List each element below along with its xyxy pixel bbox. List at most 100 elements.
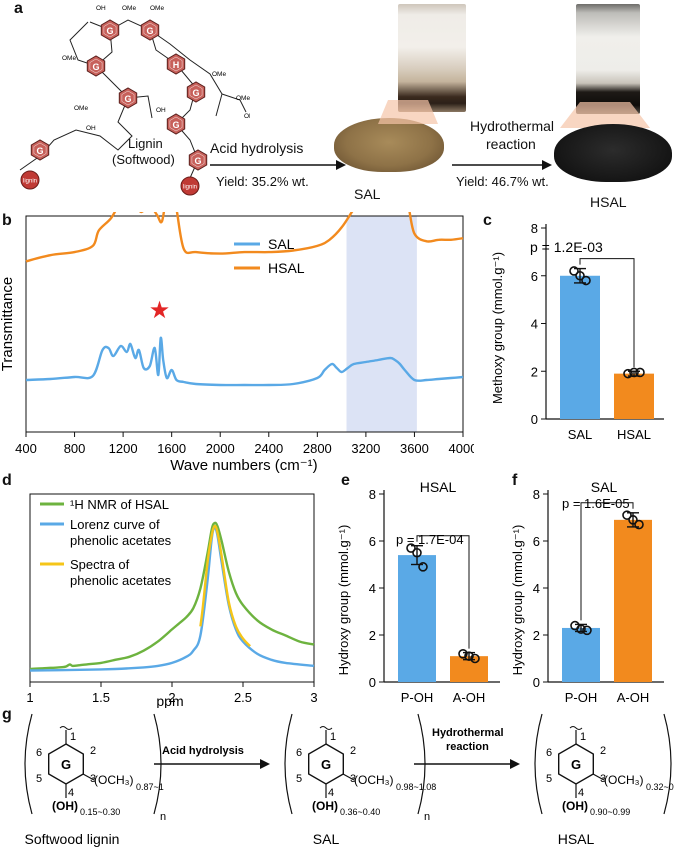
legend-nmr-label: ¹H NMR of HSAL bbox=[70, 497, 169, 512]
x-tick-label: 2400 bbox=[254, 441, 283, 456]
data-point bbox=[634, 519, 644, 530]
bar-sal bbox=[560, 275, 600, 419]
y-tick-label: 0 bbox=[533, 675, 540, 690]
category-label-a-oh: A-OH bbox=[617, 690, 650, 705]
och3-subscript: 0.32~0.35 bbox=[646, 782, 674, 792]
wavy-bond bbox=[319, 726, 333, 730]
lignin-ring bbox=[166, 53, 186, 75]
chart-f-sal: SAL 0 2 4 6 8 P-OH A-OH p = 1.6E-05 Hydroxy gr… bbox=[510, 479, 664, 705]
lignin-ring-inner bbox=[103, 22, 117, 38]
data-point bbox=[575, 270, 585, 281]
ring-letter: G bbox=[172, 120, 179, 130]
sal-jar-photo bbox=[398, 4, 466, 112]
lignin-ring bbox=[188, 149, 208, 171]
lignin-ring bbox=[86, 55, 106, 77]
ring-position-6: 6 bbox=[296, 747, 302, 759]
ring-letter: G bbox=[192, 88, 199, 98]
data-point bbox=[581, 275, 591, 286]
lignin-ring-inner bbox=[143, 22, 157, 38]
significance-bracket bbox=[580, 502, 634, 621]
legend-lorenz-label-2: phenolic acetates bbox=[70, 533, 172, 548]
ring-position-1: 1 bbox=[580, 731, 586, 743]
oh-subscript: 0.15~0.30 bbox=[80, 807, 120, 817]
structure-name: SAL bbox=[313, 831, 340, 847]
panel-label-b: b bbox=[2, 212, 12, 229]
ring-letter: G bbox=[92, 62, 99, 72]
data-point bbox=[569, 266, 579, 276]
chart-c-ylabel: Methoxy group (mmol.g⁻¹) bbox=[490, 252, 505, 404]
chart-d-xlabel: ppm bbox=[156, 693, 183, 708]
chart-e-hsal: HSAL 0 2 4 6 8 P-OH A-OH p = 1.7E-04 Hydroxy g… bbox=[336, 479, 500, 705]
lignin-ring-inner bbox=[169, 116, 183, 132]
structure-name: Softwood lignin bbox=[25, 831, 120, 847]
significance-bracket bbox=[579, 258, 635, 368]
data-point bbox=[464, 651, 474, 661]
ring-position-2: 2 bbox=[350, 745, 356, 757]
y-tick-label: 4 bbox=[533, 581, 540, 596]
ring-letter: G bbox=[194, 156, 201, 166]
lignin-ring-inner bbox=[189, 84, 203, 100]
x-tick-label: 2.5 bbox=[234, 690, 252, 705]
ome-label: OMe bbox=[122, 5, 136, 12]
lignin-ring-inner bbox=[191, 152, 205, 168]
arrow-acid-hydrolysis bbox=[210, 160, 346, 170]
star-marker: ★ bbox=[149, 297, 171, 324]
category-label-hsal: HSAL bbox=[617, 427, 651, 442]
highlight-region bbox=[346, 216, 417, 432]
g-arrow-2-head bbox=[510, 759, 520, 769]
bar-p-oh bbox=[398, 555, 436, 682]
chart-e-ylabel: Hydroxy group (mmol.g⁻¹) bbox=[336, 525, 351, 676]
chart-b-ylabel: Transmittance bbox=[0, 277, 16, 371]
panel-g-structures: G123456(OCH₃)0.87~1(OH)0.15~0.30nSoftwoo… bbox=[24, 713, 674, 847]
y-tick-label: 0 bbox=[531, 412, 538, 427]
data-point bbox=[582, 625, 592, 636]
series-line-h-nmr-of-hsal bbox=[29, 521, 315, 671]
lignin-ring bbox=[166, 113, 186, 135]
bar-p-oh bbox=[562, 627, 600, 682]
ome-label: OMe bbox=[236, 95, 250, 102]
panel-label-g: g bbox=[2, 706, 12, 723]
ring-letter: G bbox=[124, 94, 131, 104]
lignin-ring bbox=[186, 81, 206, 103]
x-tick-label: 2800 bbox=[303, 441, 332, 456]
x-tick-label: 800 bbox=[64, 441, 86, 456]
oh-subscript: 0.36~0.40 bbox=[340, 807, 380, 817]
ring-letter: G bbox=[321, 757, 331, 772]
y-tick-label: 4 bbox=[531, 317, 538, 332]
panel-label-e: e bbox=[341, 472, 350, 489]
panel-label-c: c bbox=[483, 212, 492, 229]
x-tick-label: 3600 bbox=[400, 441, 429, 456]
chart-c-methoxy: 0 2 4 6 8 SAL HSAL p = 1.2E-03 Methoxy group (… bbox=[490, 221, 664, 442]
och3-group: (OCH₃) bbox=[94, 773, 134, 787]
y-tick-label: 2 bbox=[369, 628, 376, 643]
wavy-bond bbox=[569, 726, 583, 730]
ome-label: OMe bbox=[150, 5, 164, 12]
data-point bbox=[629, 367, 639, 378]
x-tick-label: 2 bbox=[168, 690, 175, 705]
hsal-powder-image bbox=[554, 124, 672, 182]
ring-position-4: 4 bbox=[328, 787, 334, 799]
oh-label: OH bbox=[244, 113, 250, 120]
legend-lorenz-label-1: Lorenz curve of bbox=[70, 517, 160, 532]
lignin-ring bbox=[118, 87, 138, 109]
ring-position-5: 5 bbox=[546, 773, 552, 785]
ring-letter: G bbox=[61, 757, 71, 772]
bracket-left bbox=[24, 713, 33, 815]
x-tick-label: 1.5 bbox=[92, 690, 110, 705]
chart-f-title: SAL bbox=[591, 479, 618, 495]
panel-label-d: d bbox=[2, 472, 12, 489]
ring-position-1: 1 bbox=[330, 731, 336, 743]
data-point bbox=[418, 562, 428, 572]
y-tick-label: 8 bbox=[531, 221, 538, 236]
n-subscript: n bbox=[424, 811, 430, 823]
lignin-badge bbox=[20, 170, 40, 190]
bond-och3 bbox=[342, 773, 355, 781]
y-tick-label: 0 bbox=[369, 675, 376, 690]
oh-subscript: 0.90~0.99 bbox=[590, 807, 630, 817]
och3-group: (OCH₃) bbox=[354, 773, 394, 787]
oh-group: (OH) bbox=[562, 799, 588, 813]
y-tick-label: 8 bbox=[533, 487, 540, 502]
data-point bbox=[628, 515, 638, 525]
ome-label: OMe bbox=[212, 71, 226, 78]
